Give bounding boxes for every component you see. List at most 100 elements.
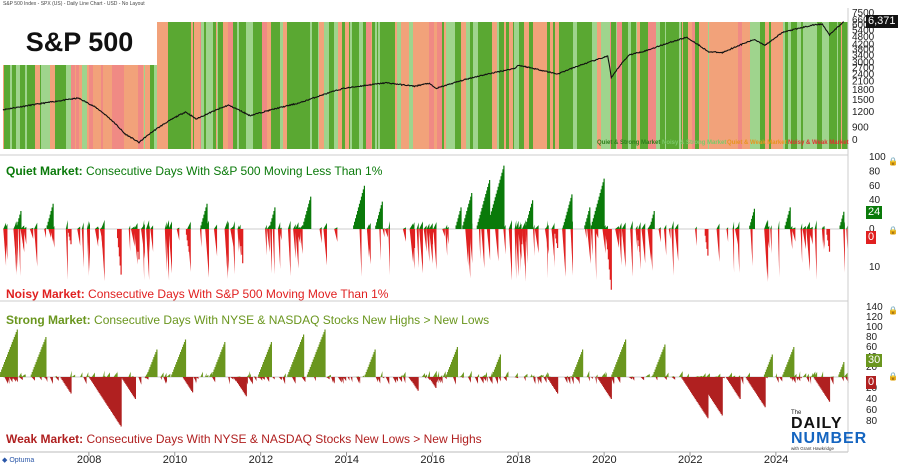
lock-icon[interactable]: 🔒	[888, 306, 898, 315]
noisy-market-bar	[732, 229, 735, 273]
quiet-market-bar	[146, 220, 150, 229]
strong-market-bar	[727, 375, 731, 377]
regime-band	[723, 22, 725, 149]
strong-market-bar	[701, 375, 704, 377]
noisy-market-bar	[668, 229, 671, 240]
strong-market-bar	[569, 376, 572, 377]
weak-market-bar	[256, 377, 260, 379]
regime-band	[730, 22, 733, 149]
strong-market-bar	[793, 373, 797, 377]
noisy-market-bar	[635, 229, 638, 252]
regime-band	[66, 22, 71, 149]
weak-market-bar	[488, 377, 493, 385]
quiet-market-bar	[205, 220, 209, 229]
regime-band	[648, 22, 652, 149]
regime-band	[838, 22, 841, 149]
regime-band	[338, 22, 342, 149]
weak-market-bar	[66, 377, 70, 381]
weak-market-bar	[757, 377, 760, 383]
weak-market-bar	[138, 377, 142, 385]
regime-band	[788, 22, 791, 149]
y-tick-label: 80	[866, 416, 878, 427]
regime-band	[844, 22, 845, 149]
weak-market-bar	[574, 377, 579, 381]
quiet-market-bar	[232, 221, 235, 229]
quiet-market-bar	[587, 223, 591, 229]
strong-market-bar	[35, 376, 40, 377]
weak-market-bar	[350, 377, 353, 383]
regime-band	[812, 22, 814, 149]
regime-band	[660, 22, 665, 149]
quiet-market-bar	[562, 194, 573, 229]
regime-band	[191, 22, 193, 149]
x-tick-label: 2022	[678, 454, 702, 466]
regime-band	[395, 22, 397, 149]
noisy-market-bar	[622, 229, 625, 241]
weak-market-bar	[392, 377, 397, 384]
strong-market-bar	[400, 375, 403, 377]
quiet-market-bar	[486, 223, 491, 229]
regime-band	[217, 22, 218, 149]
noisy-market-bar	[770, 229, 772, 254]
noisy-market-bar	[533, 229, 535, 256]
quiet-market-bar	[272, 221, 275, 229]
regime-band	[371, 22, 372, 149]
strong-market-bar	[200, 371, 203, 377]
weak-market-bar	[830, 377, 834, 385]
noisy-market-bar	[23, 229, 27, 245]
weak-market-bar	[746, 377, 749, 382]
noisy-market-bar	[29, 229, 34, 239]
strong-market-bar	[367, 375, 371, 377]
regime-band	[251, 22, 253, 149]
noisy-market-bar	[95, 229, 99, 241]
quiet-market-bar	[265, 224, 267, 229]
spx-price-line	[2, 21, 845, 144]
regime-band	[771, 22, 774, 149]
regime-band	[597, 22, 601, 149]
noisy-market-bar	[800, 229, 803, 264]
quiet-market-bar	[366, 223, 371, 229]
title-box: S&P 500	[2, 19, 157, 65]
regime-band	[519, 22, 520, 149]
lock-icon[interactable]: 🔒	[888, 226, 898, 235]
noisy-market-bar	[16, 229, 18, 268]
weak-market-bar	[523, 377, 526, 382]
weak-market-bar	[9, 377, 13, 383]
quiet-market-bar	[584, 227, 587, 229]
weak-market-bar	[228, 377, 230, 385]
x-tick-label: 2024	[764, 454, 788, 466]
lock-icon[interactable]: 🔒	[888, 372, 898, 381]
regime-band	[587, 22, 592, 149]
regime-band	[450, 22, 455, 149]
quiet-market-bar	[674, 223, 679, 229]
strong-market-bar	[484, 371, 487, 377]
regime-band	[112, 22, 117, 149]
noisy-market-bar	[594, 229, 597, 280]
regime-band	[699, 22, 704, 149]
noisy-panel-label: Noisy Market: Consecutive Days With S&P …	[6, 287, 389, 301]
regime-band	[803, 22, 807, 149]
y-tick-label: 5400	[852, 26, 875, 37]
y-tick-label: 80	[866, 332, 878, 343]
strong-market-bar	[292, 373, 296, 377]
y-tick-label: 3800	[852, 45, 875, 56]
weak-market-bar	[537, 377, 539, 385]
weak-market-bar	[607, 377, 609, 385]
strong-market-bar	[491, 354, 501, 377]
regime-band	[158, 22, 163, 149]
noisy-market-bar	[716, 229, 720, 262]
regime-band	[794, 22, 797, 149]
strong-market-bar	[30, 337, 47, 377]
strong-market-bar	[432, 370, 437, 377]
y-tick-label: 100	[866, 322, 883, 333]
strong-market-bar	[440, 375, 443, 377]
regime-band	[632, 22, 635, 149]
noisy-market-bar	[445, 229, 448, 257]
weak-market-bar	[31, 377, 35, 381]
weak-market-bar	[806, 377, 810, 383]
y-tick-label: 40	[866, 394, 878, 405]
strong-market-bar	[830, 376, 834, 377]
weak-market-bar	[697, 377, 723, 416]
lock-icon[interactable]: 🔒	[888, 157, 898, 166]
quiet-market-bar	[16, 222, 18, 229]
